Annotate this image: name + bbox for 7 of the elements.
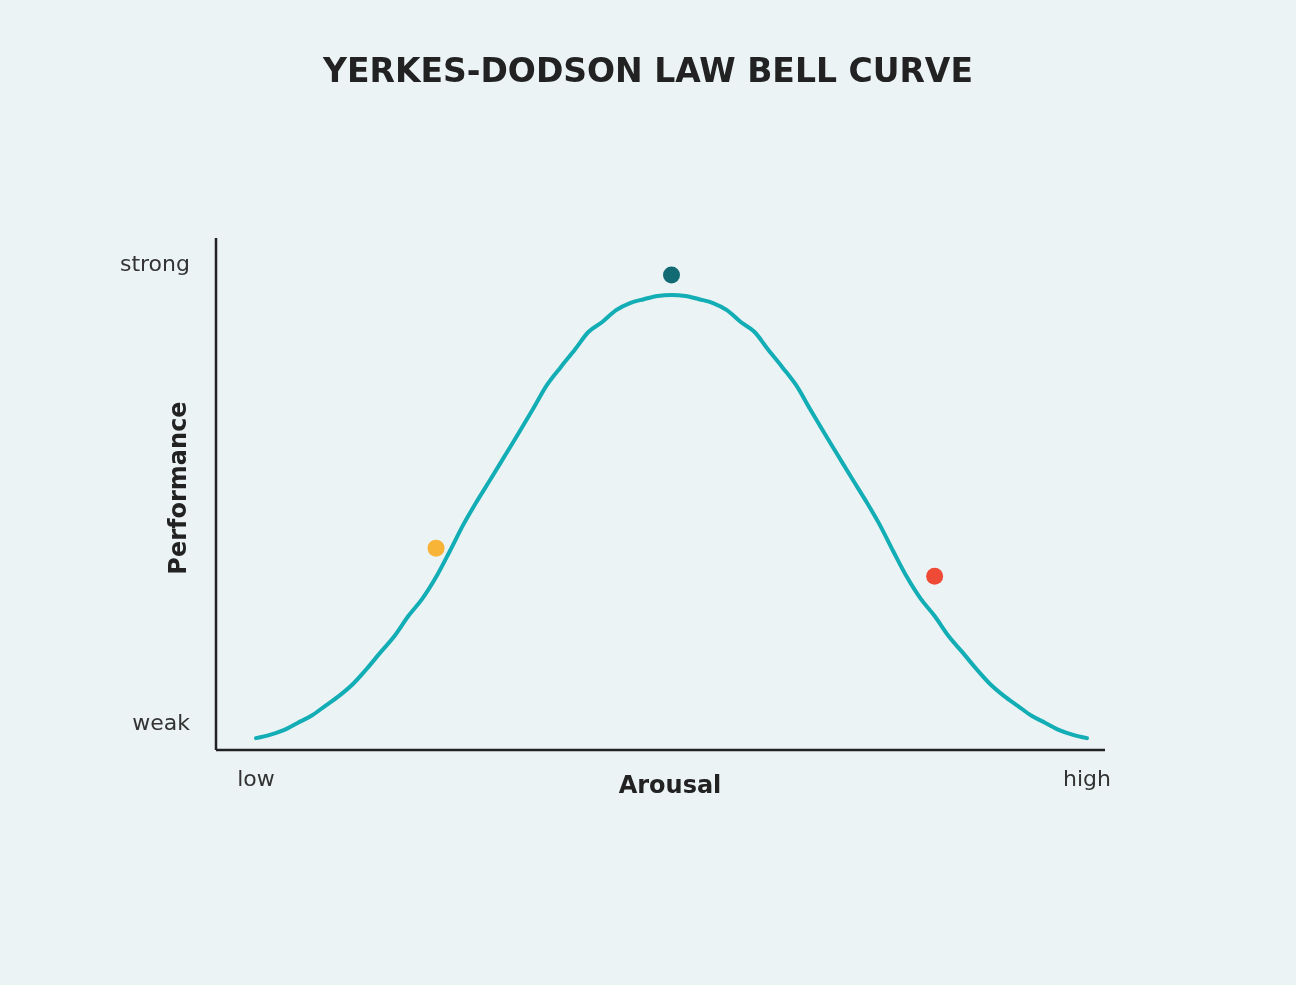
y-axis-title: Performance	[164, 401, 192, 575]
text: strong	[119, 250, 190, 276]
x-axis-title: Arousal	[618, 771, 722, 799]
text: weak	[132, 709, 191, 735]
chart-title: YERKES-DODSON LAW BELL CURVE	[322, 51, 973, 90]
x-tick-label: high	[1063, 766, 1111, 791]
x-tick-label: low	[237, 766, 275, 791]
